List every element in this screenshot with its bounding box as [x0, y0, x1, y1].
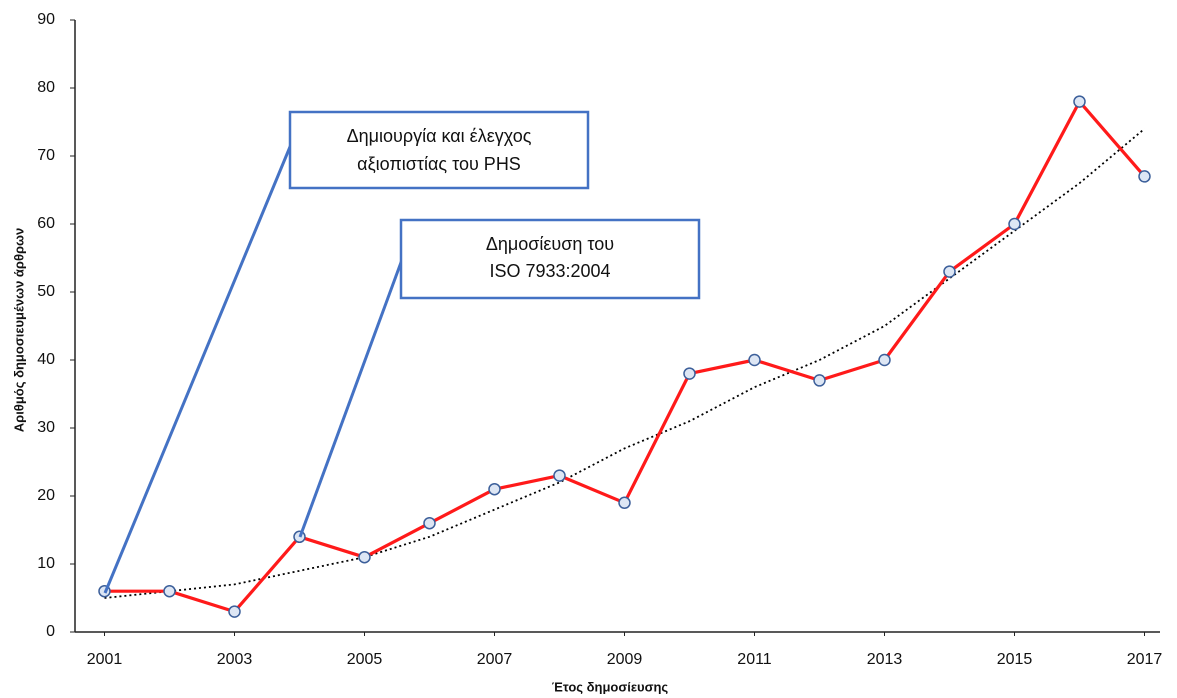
callout-text: Δημιουργία και έλεγχος	[347, 126, 532, 146]
x-tick-label: 2003	[217, 651, 253, 668]
callout-connector	[298, 256, 405, 538]
data-point	[163, 584, 176, 598]
data-point	[488, 482, 501, 496]
data-point	[683, 367, 696, 380]
trend-line	[104, 128, 1146, 599]
data-point	[423, 516, 436, 530]
data-point	[748, 353, 761, 367]
data-point	[228, 605, 241, 618]
y-tick-label: 50	[37, 283, 55, 300]
callout-text: αξιοπιστίας του PHS	[357, 154, 521, 174]
data-point	[813, 374, 826, 387]
data-point	[553, 469, 566, 482]
callout-box	[399, 218, 701, 300]
x-tick-label: 2001	[87, 651, 123, 668]
data-point	[943, 265, 956, 278]
x-tick-label: 2015	[997, 651, 1033, 668]
data-point	[618, 496, 631, 510]
data-point	[878, 353, 891, 367]
callout-connector	[103, 141, 294, 594]
y-tick-label: 60	[37, 215, 55, 232]
y-tick-label: 40	[37, 351, 55, 368]
y-axis-title: Αριθμός δημοσιευμένων άρθρων	[11, 228, 26, 432]
callout-text: ISO 7933:2004	[489, 261, 610, 281]
x-axis-title: Έτος δημοσίευσης	[552, 679, 669, 694]
x-tick-label: 2017	[1127, 651, 1163, 668]
y-tick-label: 30	[37, 419, 55, 436]
y-tick-label: 0	[46, 623, 55, 640]
x-tick-label: 2007	[477, 651, 513, 668]
y-tick-label: 70	[37, 147, 55, 164]
x-tick-label: 2009	[607, 651, 643, 668]
data-line	[104, 100, 1146, 614]
y-tick-label: 80	[37, 79, 55, 96]
y-tick-label: 90	[37, 11, 55, 28]
data-point	[1138, 170, 1151, 183]
x-tick-label: 2005	[347, 651, 383, 668]
data-point	[358, 550, 371, 564]
y-tick-label: 20	[37, 487, 55, 504]
data-point	[1073, 95, 1086, 108]
x-tick-label: 2013	[867, 651, 903, 668]
y-tick-label: 10	[37, 555, 55, 572]
plot-area: 0 10 20 30 40 50 60 70 80 90 2001 2003 2005 2007 2009 2…	[37, 11, 1162, 668]
callout-text: Δημοσίευση του	[486, 234, 614, 254]
callout-box	[288, 110, 590, 190]
x-tick-label: 2011	[737, 651, 772, 668]
data-point	[1008, 217, 1021, 231]
